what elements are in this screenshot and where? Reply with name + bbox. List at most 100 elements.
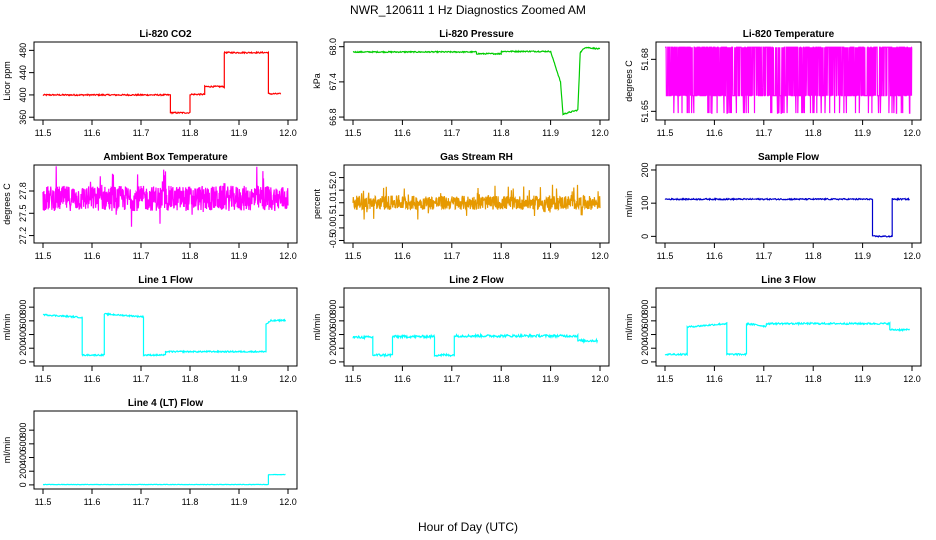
panel-7: Line 1 Flow 11.5 11.6 11.7 11.8 11.9 12.0 0 2004… xyxy=(2,275,298,384)
x-tick-label: 11.5 xyxy=(35,374,52,384)
y-tick-label: -0.5 xyxy=(328,233,338,249)
x-tick-label: 11.5 xyxy=(35,128,52,138)
x-tick-label: 11.7 xyxy=(133,128,150,138)
y-tick-label: 100 xyxy=(640,196,650,211)
x-tick-label: 11.7 xyxy=(133,497,150,507)
figure-x-axis-label: Hour of Day (UTC) xyxy=(418,520,518,534)
x-tick-label: 12.0 xyxy=(903,128,921,138)
y-tick-label: 400 xyxy=(18,327,28,342)
series-line xyxy=(664,197,910,238)
y-tick-label: 27.5 xyxy=(18,205,28,223)
y-tick-label: 0.0 xyxy=(328,222,338,235)
y-tick-label: 480 xyxy=(18,43,28,58)
y-tick-label: 200 xyxy=(640,341,650,356)
x-tick-label: 11.7 xyxy=(755,128,772,138)
x-tick-label: 12.0 xyxy=(591,251,609,261)
x-tick-label: 11.5 xyxy=(657,128,674,138)
x-tick-label: 11.6 xyxy=(84,374,101,384)
panel-title: Li-820 Temperature xyxy=(743,29,835,40)
y-axis-label: ml/min xyxy=(624,191,634,218)
y-tick-label: 400 xyxy=(18,87,28,102)
panel-title: Ambient Box Temperature xyxy=(103,152,228,163)
y-axis-label: ml/min xyxy=(2,314,12,341)
panel-4: Ambient Box Temperature 11.5 11.6 11.7 11.8 1… xyxy=(2,152,298,261)
panel-title: Li-820 CO2 xyxy=(139,29,192,40)
x-tick-label: 11.5 xyxy=(657,374,674,384)
y-tick-label: 0 xyxy=(18,482,28,487)
x-tick-label: 11.8 xyxy=(182,128,199,138)
x-tick-label: 11.8 xyxy=(493,128,510,138)
plot-frame xyxy=(33,410,298,490)
x-tick-label: 12.0 xyxy=(279,374,297,384)
y-tick-label: 0 xyxy=(640,359,650,364)
y-tick-label: 200 xyxy=(328,341,338,356)
plot-frame xyxy=(655,287,922,367)
panels: Li-820 CO2 11.5 11.6 11.7 11.8 11.9 12.0 360 400… xyxy=(2,29,922,507)
x-tick-label: 11.8 xyxy=(182,251,199,261)
y-tick-label: 800 xyxy=(18,423,28,438)
x-tick-label: 11.7 xyxy=(755,251,772,261)
y-tick-label: 400 xyxy=(328,327,338,342)
plot-frame xyxy=(343,287,610,367)
y-tick-label: 67.4 xyxy=(328,73,338,91)
panel-title: Line 2 Flow xyxy=(449,275,504,286)
x-tick-label: 11.5 xyxy=(35,497,52,507)
x-tick-label: 11.9 xyxy=(231,497,248,507)
x-tick-label: 11.6 xyxy=(84,497,101,507)
x-tick-label: 11.6 xyxy=(394,128,411,138)
series-line xyxy=(352,46,601,116)
y-tick-label: 51.65 xyxy=(640,100,650,123)
y-tick-label: 800 xyxy=(18,300,28,315)
panel-3: Li-820 Temperature 11.5 11.6 11.7 11.8 11.9 12… xyxy=(624,29,922,138)
x-tick-label: 11.9 xyxy=(542,374,559,384)
y-tick-label: 51.68 xyxy=(640,48,650,71)
x-tick-label: 11.9 xyxy=(542,128,559,138)
y-tick-label: 360 xyxy=(18,110,28,125)
x-tick-label: 12.0 xyxy=(903,374,921,384)
y-tick-label: 1.5 xyxy=(328,184,338,197)
x-tick-label: 11.8 xyxy=(805,128,822,138)
y-tick-label: 200 xyxy=(640,162,650,177)
y-tick-label: 600 xyxy=(640,313,650,328)
x-tick-label: 11.8 xyxy=(182,497,199,507)
x-tick-label: 11.8 xyxy=(805,374,822,384)
x-tick-label: 11.9 xyxy=(231,251,248,261)
y-tick-label: 2.0 xyxy=(328,171,338,184)
plot-frame xyxy=(343,41,610,121)
panel-8: Line 2 Flow 11.5 11.6 11.7 11.8 11.9 12.0 0 2004… xyxy=(312,275,610,384)
x-tick-label: 12.0 xyxy=(279,497,297,507)
x-tick-label: 12.0 xyxy=(903,251,921,261)
x-tick-label: 11.7 xyxy=(443,374,460,384)
panel-title: Sample Flow xyxy=(758,152,819,163)
series-line xyxy=(352,184,601,220)
y-tick-label: 0.5 xyxy=(328,209,338,222)
panel-1: Li-820 CO2 11.5 11.6 11.7 11.8 11.9 12.0 360 400… xyxy=(2,29,298,138)
y-axis-label: Licor ppm xyxy=(2,61,12,101)
y-axis-label: degrees C xyxy=(2,183,12,225)
x-tick-label: 11.7 xyxy=(443,128,460,138)
x-tick-label: 11.8 xyxy=(805,251,822,261)
y-axis-label: degrees C xyxy=(624,60,634,102)
x-tick-label: 11.9 xyxy=(854,128,871,138)
series-line xyxy=(42,312,287,358)
x-tick-label: 11.9 xyxy=(231,374,248,384)
y-axis-label: kPa xyxy=(312,73,322,89)
series-line xyxy=(42,50,282,115)
figure-title: NWR_120611 1 Hz Diagnostics Zoomed AM xyxy=(350,3,586,17)
y-tick-label: 0 xyxy=(18,359,28,364)
panel-title: Line 4 (LT) Flow xyxy=(128,398,204,409)
y-tick-label: 600 xyxy=(18,436,28,451)
y-tick-label: 800 xyxy=(328,300,338,315)
y-tick-label: 400 xyxy=(18,450,28,465)
plot-frame xyxy=(655,164,922,244)
x-tick-label: 11.6 xyxy=(706,128,723,138)
y-tick-label: 27.8 xyxy=(18,182,28,200)
series-line xyxy=(42,166,289,227)
series-line xyxy=(664,321,911,357)
x-tick-label: 11.6 xyxy=(706,374,723,384)
x-tick-label: 12.0 xyxy=(279,128,297,138)
panel-title: Line 3 Flow xyxy=(761,275,816,286)
series-line xyxy=(352,332,599,359)
plot-frame xyxy=(33,41,298,121)
